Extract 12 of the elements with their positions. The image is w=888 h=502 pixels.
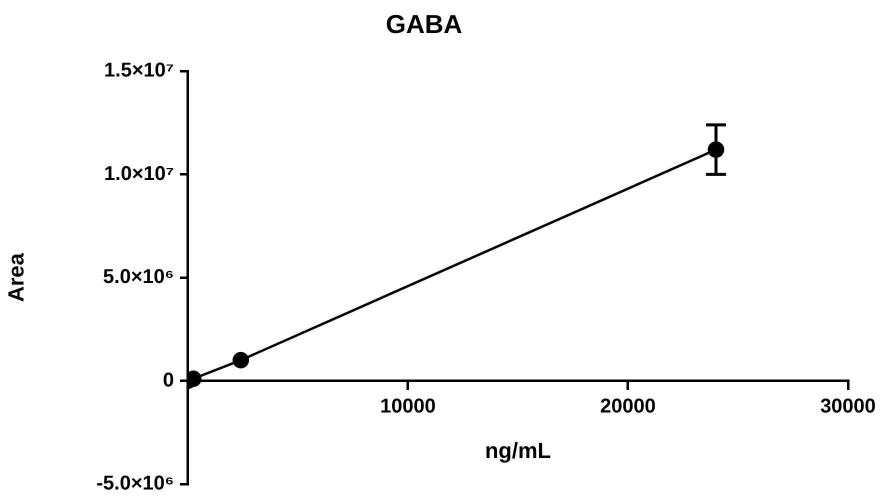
chart-title: GABA bbox=[386, 8, 462, 39]
y-tick-label: 1.5×10⁷ bbox=[104, 60, 174, 82]
y-tick-label: 5.0×10⁶ bbox=[103, 266, 174, 288]
point bbox=[232, 352, 250, 368]
x-tick-label: 10000 bbox=[380, 395, 436, 418]
y-tick-label: 0 bbox=[162, 369, 174, 392]
y-tick-label: -5.0×10⁶ bbox=[96, 472, 174, 495]
y-axis-title: Area bbox=[3, 252, 28, 302]
x-axis-title: ng/mL bbox=[485, 438, 551, 464]
x-tick-label: 30000 bbox=[820, 395, 876, 418]
x-tick-label: 20000 bbox=[600, 395, 656, 418]
y-tick-label: 1.0×10⁷ bbox=[104, 162, 174, 185]
